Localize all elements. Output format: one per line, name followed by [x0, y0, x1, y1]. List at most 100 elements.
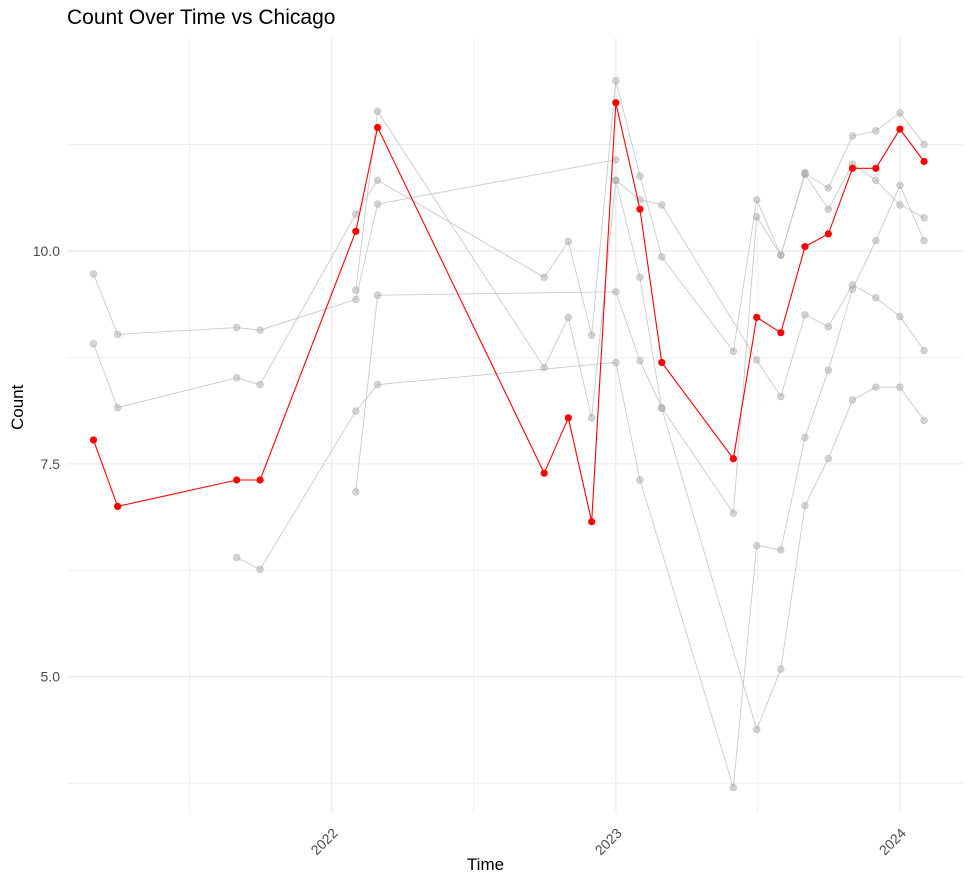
series-point-5 [587, 414, 596, 422]
series-point-6 [612, 176, 620, 184]
series-point-2 [540, 273, 548, 282]
series-point-5 [658, 404, 666, 413]
series-point-3 [233, 553, 241, 562]
grid-layer [67, 38, 963, 813]
chart-title: Count Over Time vs Chicago [67, 6, 336, 29]
series-point-5 [636, 273, 644, 282]
series-point-6 [824, 323, 833, 331]
series-point-3 [920, 236, 928, 245]
series-point-4 [352, 488, 360, 496]
series-point-6 [848, 281, 857, 289]
series-point-1 [233, 323, 241, 332]
series-point-3 [256, 565, 264, 574]
x-tick-label: 2024 [876, 825, 909, 858]
series-line-1 [93, 159, 616, 335]
y-tick-label: 7.5 [41, 456, 61, 472]
series-point-4 [636, 357, 644, 365]
highlight-series-point [113, 502, 122, 511]
series-point-3 [612, 358, 620, 367]
series-point-5 [848, 396, 857, 404]
series-point-6 [920, 346, 928, 355]
series-point-1 [352, 295, 360, 304]
series-point-7 [920, 140, 928, 149]
series-point-2 [113, 403, 122, 412]
x-axis-label: Time [466, 855, 505, 874]
highlight-series-point [540, 469, 548, 477]
highlight-series-point [636, 205, 644, 213]
highlight-series-point [872, 164, 880, 172]
series-point-6 [658, 201, 666, 209]
series-point-2 [658, 253, 666, 261]
highlight-series-point [233, 476, 241, 484]
series-point-6 [753, 356, 761, 364]
other-series-layer [89, 76, 928, 792]
series-point-5 [824, 455, 833, 463]
series-point-2 [352, 210, 360, 218]
x-tick-label: 2022 [307, 825, 340, 858]
series-point-1 [113, 330, 122, 339]
series-point-2 [612, 76, 620, 85]
series-point-4 [373, 291, 382, 299]
series-point-3 [636, 476, 644, 484]
series-point-1 [612, 156, 620, 164]
highlight-series-line [92, 102, 925, 522]
series-point-1 [256, 326, 264, 334]
series-point-2 [636, 172, 644, 180]
series-point-3 [872, 236, 880, 245]
series-point-3 [753, 541, 761, 550]
series-point-2 [564, 237, 573, 246]
series-point-3 [801, 433, 809, 442]
series-point-6 [777, 392, 785, 401]
highlight-series-point [824, 230, 832, 238]
series-point-4 [824, 205, 833, 213]
highlight-series-point [801, 243, 809, 251]
series-point-4 [872, 176, 880, 184]
series-point-2 [753, 196, 761, 204]
x-tick-label: 2023 [592, 825, 625, 858]
series-point-5 [896, 383, 904, 391]
series-point-4 [753, 213, 761, 221]
series-point-7 [896, 109, 904, 117]
series-line-3 [236, 184, 925, 788]
series-point-1 [373, 200, 382, 208]
highlight-series-point [564, 414, 572, 422]
series-point-4 [777, 251, 785, 259]
series-point-5 [564, 313, 573, 322]
series-point-5 [920, 416, 928, 425]
series-point-3 [373, 380, 382, 389]
series-point-7 [801, 169, 809, 178]
series-point-4 [729, 509, 738, 517]
highlight-series-layer [89, 99, 928, 526]
series-point-5 [872, 383, 880, 391]
series-point-5 [352, 286, 360, 294]
highlight-series-point [920, 157, 928, 166]
highlight-series-point [374, 123, 382, 132]
series-point-3 [824, 366, 833, 374]
highlight-series-point [753, 313, 761, 321]
highlight-series-point [658, 358, 666, 367]
y-tick-label: 10.0 [33, 243, 60, 259]
series-point-3 [729, 783, 738, 792]
series-point-4 [920, 213, 928, 222]
series-line-7 [804, 112, 925, 189]
highlight-series-point [729, 455, 737, 463]
series-point-3 [896, 181, 904, 190]
series-point-2 [89, 340, 98, 348]
series-point-5 [540, 363, 548, 372]
series-point-7 [848, 132, 857, 140]
series-point-4 [896, 201, 904, 209]
series-point-6 [801, 311, 809, 319]
series-point-2 [233, 374, 241, 382]
series-point-7 [824, 184, 833, 192]
highlight-series-point [588, 518, 596, 526]
series-point-6 [896, 312, 904, 321]
series-point-5 [777, 665, 785, 673]
series-point-2 [256, 380, 264, 389]
series-line-5 [355, 109, 925, 731]
series-point-5 [373, 107, 382, 115]
highlight-series-point [256, 476, 264, 484]
series-point-5 [753, 725, 761, 734]
y-tick-label: 5.0 [41, 669, 61, 685]
